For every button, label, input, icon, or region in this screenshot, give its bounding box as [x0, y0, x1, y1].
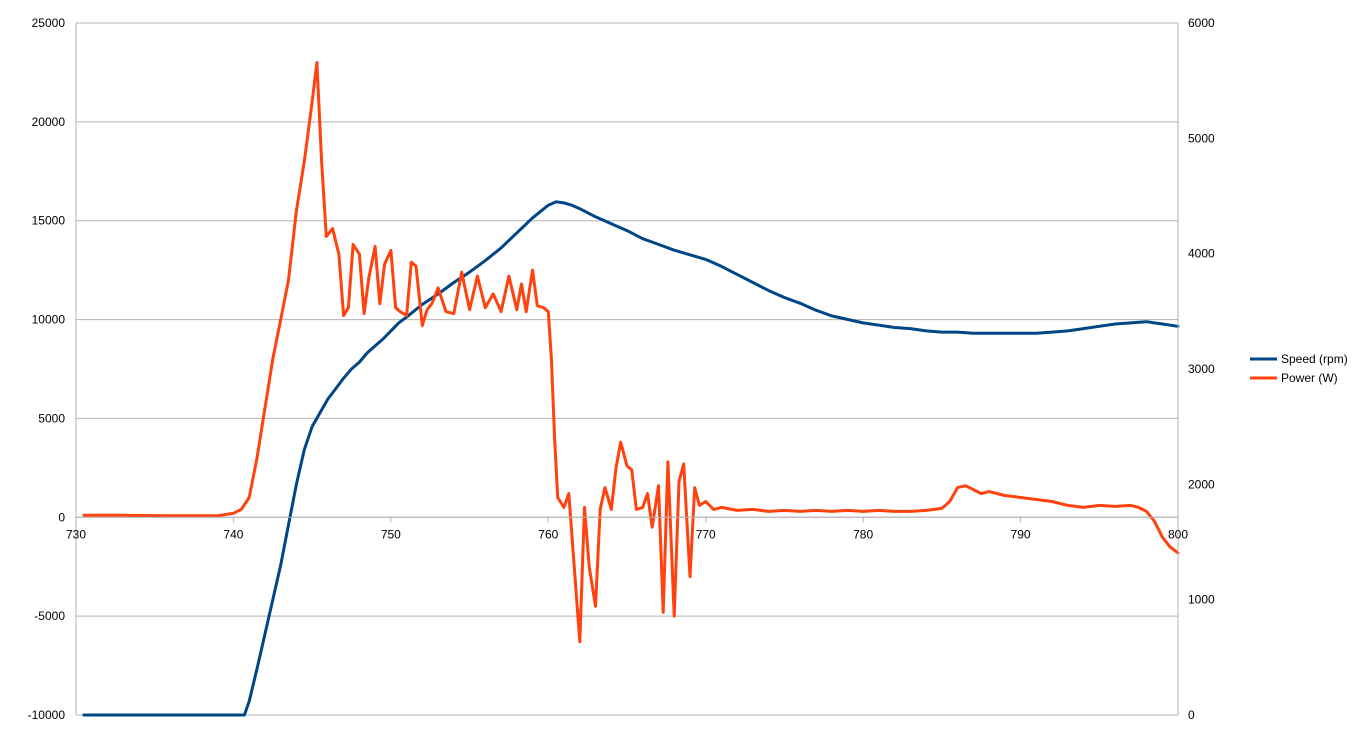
y-left-tick-label: 25000 [32, 16, 66, 30]
y-left-tick-label: -10000 [28, 708, 66, 722]
x-tick-label: 770 [696, 527, 716, 541]
x-tick-label: 780 [853, 527, 873, 541]
y-right-tick-label: 0 [1188, 708, 1195, 722]
x-tick-label: 740 [223, 527, 243, 541]
y-left-tick-label: 10000 [32, 313, 66, 327]
series-lines [82, 61, 1180, 717]
x-tick-label: 760 [538, 527, 558, 541]
y-left-tick-label: 0 [58, 510, 65, 524]
y-right-tick-label: 4000 [1188, 247, 1215, 261]
series-line-power [82, 61, 1180, 644]
series-line-speed [82, 200, 1180, 717]
axes: -10000 -5000 0 5000 10000 15000 20000 25000 0 100… [28, 16, 1215, 722]
gridlines [76, 22, 1178, 716]
y-right-tick-label: 1000 [1188, 593, 1215, 607]
x-tick-label: 730 [66, 527, 86, 541]
y-left-tick-label: 15000 [32, 214, 66, 228]
legend: Speed (rpm) Power (W) [1250, 352, 1348, 385]
x-tick-label: 750 [381, 527, 401, 541]
legend-label: Power (W) [1281, 371, 1338, 385]
y-right-tick-label: 6000 [1188, 16, 1215, 30]
y-left-tick-label: 20000 [32, 115, 66, 129]
y-left-tick-label: -5000 [34, 609, 65, 623]
y-left-tick-label: 5000 [38, 411, 65, 425]
x-tick-label: 800 [1168, 527, 1188, 541]
x-tick-label: 790 [1011, 527, 1031, 541]
y-right-tick-label: 5000 [1188, 131, 1215, 145]
legend-label: Speed (rpm) [1281, 352, 1348, 366]
y-right-tick-label: 3000 [1188, 362, 1215, 376]
y-right-tick-label: 2000 [1188, 477, 1215, 491]
